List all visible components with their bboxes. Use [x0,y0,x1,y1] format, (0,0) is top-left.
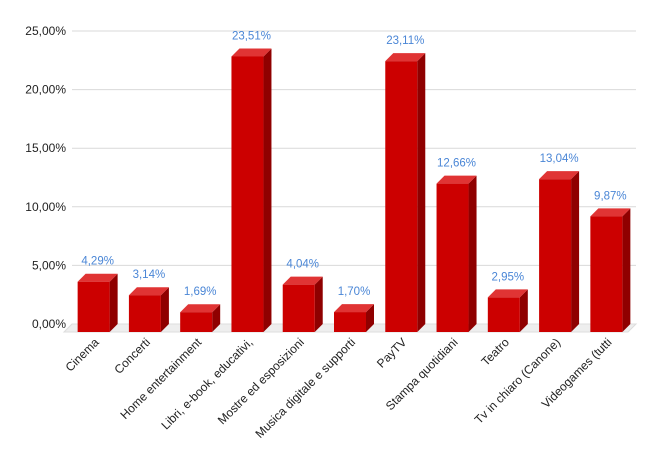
category-label: Libri, e-book, educativi, [158,335,255,432]
bar-top-face [590,208,631,217]
data-label: 1,69% [184,286,217,298]
category-label: Tv in chiaro (Canone) [472,335,563,426]
data-label: 13,04% [540,153,579,165]
category-label: Teatro [478,335,512,369]
bar-side-face [109,273,118,332]
bar-front-face [436,183,469,332]
bar [231,48,272,332]
bar [539,171,580,332]
data-labels: 4,29% 3,14% 1,69% 23,51% 4,04% 1,70% 23,11% 12,… [81,30,626,298]
bar-front-face [180,312,213,332]
bar-side-face [212,304,221,332]
bar-front-face [385,61,418,333]
bar-front-face [282,284,315,332]
bar-side-face [622,208,631,332]
y-tick-label: 10,00% [25,200,66,214]
bar [334,304,374,332]
y-tick-label: 5,00% [32,258,66,272]
bar [180,304,221,332]
bar [282,276,323,332]
bar [128,287,169,332]
bar-top-face [77,273,118,282]
category-label: Cinema [63,335,102,374]
category-label: Musica digitale e supporti [252,335,358,441]
y-tick-label: 0,00% [32,317,66,331]
category-label: Concerti [112,335,153,376]
bar [436,175,477,332]
y-tick-label: 15,00% [25,141,66,155]
bar-top-face [385,53,426,62]
data-label: 9,87% [594,190,627,202]
bars [77,48,631,333]
bar-front-face [334,312,366,332]
bar-front-face [539,179,572,332]
bar-top-face [180,304,221,313]
bar-top-face [539,171,580,180]
data-label: 23,11% [386,35,424,47]
bar-top-face [128,287,169,296]
bar-side-face [519,289,528,332]
category-label: Mostre ed esposizioni [215,335,307,427]
bar-side-face [160,287,169,332]
bar-top-face [487,289,528,298]
y-axis-tick-labels: 0,00% 5,00% 10,00% 15,00% 20,00% 25,00% [25,24,66,331]
data-label: 12,66% [437,158,476,170]
data-label: 2,95% [492,271,525,283]
bar-front-face [590,216,623,332]
bar-side-face [417,53,426,333]
bar-front-face [128,295,161,332]
data-label: 23,51% [232,30,271,42]
y-tick-label: 20,00% [25,83,66,97]
bar [385,53,426,333]
data-label: 3,14% [133,269,166,281]
bar-side-face [314,276,323,332]
bar-side-face [468,175,477,332]
bar-front-face [487,297,520,332]
bar [77,273,118,332]
bar-side-face [366,304,374,332]
data-label: 1,70% [338,286,371,298]
bar-top-face [282,276,323,285]
data-label: 4,04% [286,259,319,271]
data-label: 4,29% [81,256,114,268]
bar-side-face [263,48,272,332]
bar-side-face [571,171,580,332]
category-label: PayTV [374,335,409,370]
bar [487,289,528,332]
bar-top-face [334,304,374,313]
y-tick-label: 25,00% [25,24,66,38]
bar-top-face [436,175,477,184]
bar-top-face [231,48,272,57]
bar [590,208,631,332]
bar-front-face [231,56,264,332]
bar-front-face [77,281,110,332]
